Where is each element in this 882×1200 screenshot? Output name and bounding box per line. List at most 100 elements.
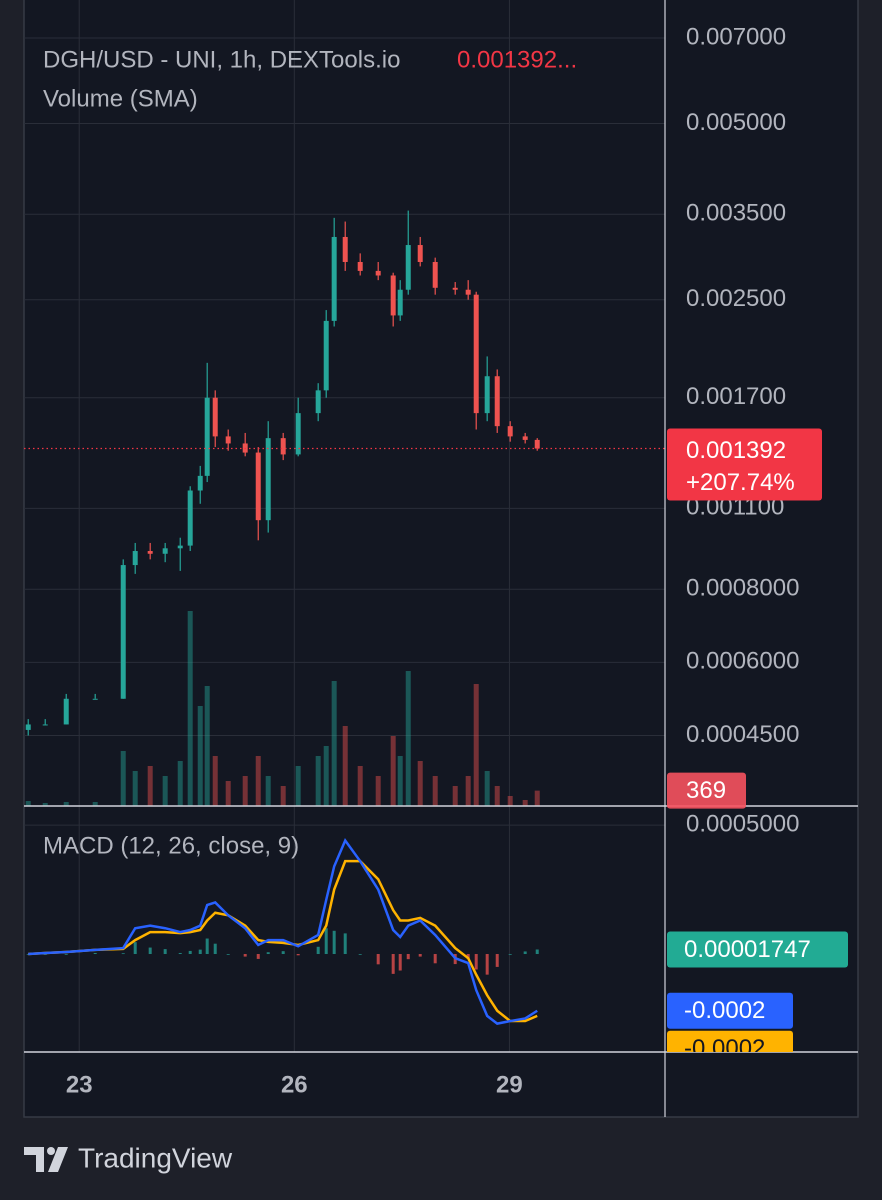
volume-layer (25, 611, 540, 806)
macd-histogram-bar (256, 954, 260, 959)
volume-bar (197, 706, 203, 806)
candle-body (484, 376, 490, 414)
volume-bar (242, 776, 248, 806)
candle-body (417, 245, 423, 262)
volume-bar (177, 761, 183, 806)
macd-histogram-bar (133, 942, 137, 955)
candle-body (507, 426, 513, 437)
macd-histogram-bar (266, 952, 270, 955)
macd-histogram-bar (358, 954, 362, 955)
macd-histogram-bar (163, 949, 167, 955)
macd-histogram-bar (391, 954, 395, 974)
macd-histogram-bar (398, 954, 402, 971)
volume-bar (507, 796, 513, 806)
volume-bar (162, 776, 168, 806)
volume-bar (397, 756, 403, 806)
macd-tag (667, 1030, 793, 1052)
macd-histogram-bar (332, 930, 336, 955)
macd-histogram-bar (281, 951, 285, 955)
label-layer: 0.007000 0.005000 0.003500 0.002500 0.001700… (66, 23, 822, 1098)
candle-body (494, 376, 500, 427)
y-tick-label: 0.0004500 (686, 721, 799, 748)
volume-bar (132, 771, 138, 806)
candle-body (323, 320, 329, 391)
candle-body (405, 245, 411, 290)
volume-bar (534, 790, 540, 806)
candle-body (375, 270, 381, 276)
volume-bar (25, 801, 31, 806)
chart-title: DGH/USD - UNI, 1h, DEXTools.io (43, 46, 400, 73)
candle-body (397, 289, 403, 316)
volume-bar (212, 756, 218, 806)
volume-bar (452, 786, 458, 806)
candle-body (177, 545, 183, 549)
macd-legend: MACD (12, 26, close, 9) (43, 832, 299, 859)
macd-histogram-bar (523, 951, 527, 955)
volume-bar (331, 681, 337, 806)
volume-bar (42, 803, 48, 806)
macd-histogram-bar (226, 954, 230, 955)
x-tick-label: 26 (281, 1071, 308, 1098)
price-tag-value: 0.001392 (686, 437, 786, 464)
macd-histogram-bar (406, 954, 410, 960)
macd-tag-value: 0.00001747 (684, 936, 811, 963)
macd-tag (667, 992, 793, 1029)
grid (24, 0, 665, 1052)
y-tick-label: 0.0008000 (686, 575, 799, 602)
candle-body (42, 724, 48, 726)
macd-histogram-bar (243, 954, 247, 957)
macd-histogram-bar (508, 954, 512, 955)
candle-body (331, 236, 337, 321)
macd-histogram-bar (64, 954, 68, 955)
macd-histogram-bar (376, 954, 380, 965)
candle-body (204, 397, 210, 476)
macd-histogram-bar (418, 954, 422, 957)
candle-body (522, 436, 528, 440)
macd-tag (667, 931, 848, 968)
candle-layer (24, 210, 665, 736)
macd-histogram-bar (296, 954, 300, 956)
y-tick-label: 0.007000 (686, 23, 786, 50)
volume-bar (204, 686, 210, 806)
y-tick-label: 0.002500 (686, 285, 786, 312)
x-tick-label: 29 (496, 1071, 523, 1098)
macd-histogram-bar (205, 938, 209, 955)
candle-body (295, 413, 301, 455)
candle-body (212, 397, 218, 437)
candle-body (92, 698, 98, 700)
candle-body (465, 289, 471, 295)
macd-histogram-bar (495, 954, 499, 967)
macd-tags: 0.00001747 -0.0002 -0.0002 (667, 931, 848, 1062)
volume-bar (522, 800, 528, 806)
volume-bar (147, 766, 153, 806)
candle-body (265, 438, 271, 521)
candle-body (187, 490, 193, 546)
candle-body (534, 439, 540, 449)
macd-histogram-bar (535, 949, 539, 955)
y-tick-label: 0.003500 (686, 200, 786, 227)
macd-histogram-bar (43, 954, 47, 955)
volume-bar (92, 802, 98, 806)
volume-bar (375, 776, 381, 806)
signal-line (28, 859, 538, 1023)
candle-body (225, 436, 231, 444)
candle-body (473, 294, 479, 414)
macd-tag-value: -0.0002 (684, 1035, 765, 1062)
macd-histogram-bar (198, 949, 202, 955)
volume-bar (494, 786, 500, 806)
volume-bar (357, 766, 363, 806)
price-tag (667, 428, 822, 501)
y-tick-label: 0.0006000 (686, 648, 799, 675)
volume-bar (323, 746, 329, 806)
volume-bar (417, 761, 423, 806)
candle-body (63, 698, 69, 725)
volume-bar (63, 802, 69, 806)
macd-histogram-bar (188, 950, 192, 955)
macd-histogram-bar (178, 952, 182, 955)
candle-body (197, 475, 203, 491)
y-tick-label: 0.0005000 (686, 810, 799, 837)
macd-histogram-bar (324, 928, 328, 955)
y-tick-label: 0.001700 (686, 383, 786, 410)
volume-bar (390, 736, 396, 806)
candle-body (280, 438, 286, 455)
